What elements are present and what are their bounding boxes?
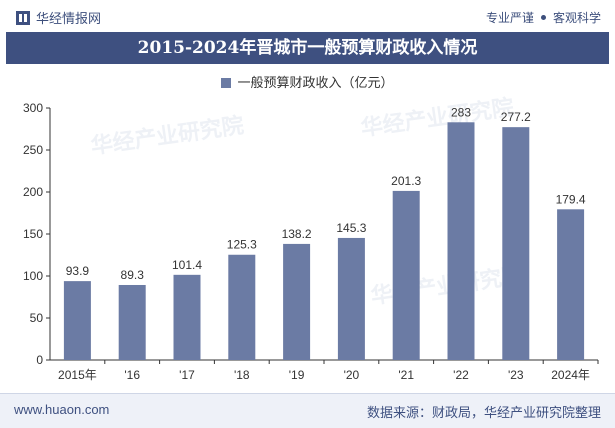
data-label: 145.3 (336, 221, 366, 235)
data-label: 101.4 (172, 258, 202, 272)
bar (63, 281, 91, 360)
top-bar: 华经情报网 专业严谨 客观科学 (0, 0, 615, 32)
bar (502, 127, 530, 360)
x-tick-label: '18 (234, 368, 250, 382)
data-label: 138.2 (282, 227, 312, 241)
brand-logo-icon (16, 10, 30, 25)
x-tick-label: '17 (179, 368, 195, 382)
slogan-dot-icon (540, 15, 546, 20)
bar (283, 243, 311, 360)
data-label: 179.4 (556, 192, 586, 206)
bar (173, 274, 201, 360)
y-tick-label: 0 (36, 353, 43, 367)
chart-legend: 一般预算财政收入（亿元） (0, 72, 615, 91)
x-tick-label: 2015年 (58, 368, 97, 382)
brand-name: 华经情报网 (36, 11, 102, 26)
x-tick-label: '21 (398, 368, 414, 382)
x-tick-label: '19 (289, 368, 305, 382)
slogan-left: 专业严谨 (485, 11, 534, 25)
chart-title: 2015-2024年晋城市一般预算财政收入情况 (6, 32, 609, 64)
bar (337, 237, 365, 360)
x-tick-label: 2024年 (551, 368, 590, 382)
y-tick-label: 100 (23, 269, 43, 283)
bar (447, 122, 475, 360)
y-tick-label: 200 (23, 185, 43, 199)
data-label: 283 (451, 105, 471, 119)
bar (118, 284, 146, 360)
x-tick-label: '16 (124, 368, 140, 382)
bar (392, 190, 420, 360)
footer: www.huaon.com 数据来源：财政局，华经产业研究院整理 (0, 393, 615, 428)
data-label: 93.9 (66, 264, 90, 278)
bar (557, 209, 585, 360)
bar-chart: 0 50 100 150 200 250 300 93.9 2015年 89.3 '16 101.4 '… (23, 101, 599, 382)
y-tick-label: 250 (23, 143, 43, 157)
legend-swatch (221, 78, 232, 88)
legend-label: 一般预算财政收入（亿元） (237, 75, 394, 90)
data-label: 277.2 (501, 110, 531, 124)
slogan: 专业严谨 客观科学 (486, 9, 601, 26)
y-tick-label: 300 (23, 101, 43, 115)
data-label: 89.3 (121, 268, 145, 282)
data-label: 201.3 (391, 174, 421, 188)
y-tick-label: 150 (23, 227, 43, 241)
x-tick-label: '20 (344, 368, 360, 382)
brand[interactable]: 华经情报网 (16, 8, 101, 27)
slogan-right: 客观科学 (552, 11, 601, 25)
data-label: 125.3 (227, 238, 257, 252)
footer-site[interactable]: www.huaon.com (14, 402, 110, 417)
x-tick-label: '23 (508, 368, 524, 382)
y-tick-label: 50 (30, 311, 44, 325)
x-tick-label: '22 (453, 368, 469, 382)
bar (228, 254, 256, 360)
footer-source: 数据来源：财政局，华经产业研究院整理 (366, 405, 601, 420)
